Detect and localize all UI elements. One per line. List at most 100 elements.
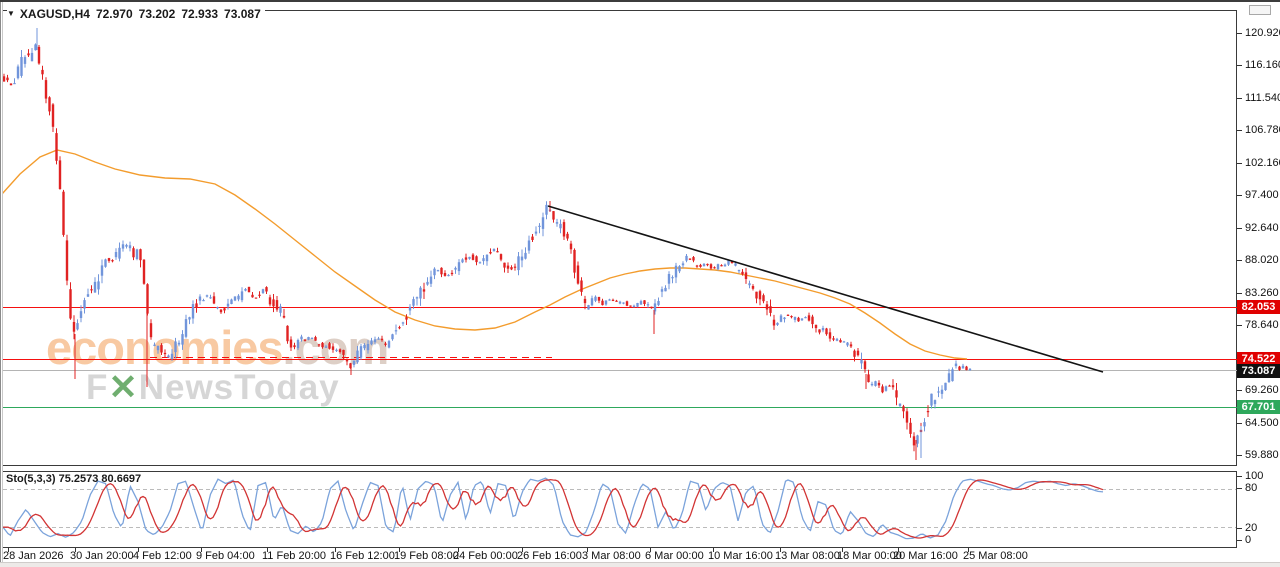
price-tick-label: 106.780 [1245,124,1280,136]
sto-tick-label: 100 [1245,470,1264,482]
sto-tick-label: 20 [1245,522,1258,534]
symbol-dropdown-arrow[interactable]: ▼ [7,9,15,18]
time-axis-label: 16 Feb 12:00 [330,550,395,562]
ohlc-close: 73.087 [224,7,261,21]
price-tick-label: 116.160 [1245,59,1280,71]
time-axis-label: 25 Mar 08:00 [963,550,1028,562]
price-tick-label: 102.160 [1245,157,1280,169]
price-badge: 82.053 [1237,300,1280,314]
time-axis-label: 4 Feb 12:00 [133,550,192,562]
time-axis-tick [267,548,268,552]
ohlc-low: 72.933 [181,7,219,21]
price-badge: 67.701 [1237,400,1280,414]
time-axis-label: 13 Mar 08:00 [775,550,840,562]
time-axis-tick [842,548,843,552]
time-axis-label: 18 Mar 00:00 [837,550,902,562]
time-axis-tick [650,548,651,552]
time-axis-tick [713,548,714,552]
price-tick-mark [1237,260,1242,261]
bottom-scrollbar-area[interactable] [0,562,1280,567]
price-tick-label: 88.020 [1245,254,1279,266]
price-tick-label: 59.880 [1245,449,1279,461]
stochastic-d-line [3,478,1104,539]
watermark-tagline-rest: NewsToday [138,368,340,407]
time-axis-label: 11 Feb 20:00 [262,550,327,562]
sto-tick-mark [1237,540,1242,541]
stochastic-k-value: 75.2573 [58,473,99,485]
time-axis-tick [138,548,139,552]
price-tick-mark [1237,33,1242,34]
candles-layer [2,43,972,452]
price-tick-mark [1237,390,1242,391]
symbol-period-label: XAGUSD,H4 [19,7,90,21]
time-axis-label: 26 Feb 16:00 [517,550,582,562]
price-tick-mark [1237,325,1242,326]
watermark-brand-text: economies [46,321,284,374]
stochastic-panel[interactable] [2,471,1237,548]
time-axis-tick [399,548,400,552]
time-axis-tick [335,548,336,552]
ohlc-open: 72.970 [95,7,133,21]
chart-shift-marker[interactable] [1249,5,1271,15]
fxnewstoday-watermark: F✕NewsToday [86,368,340,408]
price-tick-label: 97.400 [1245,189,1279,201]
sto-tick-mark [1237,488,1242,489]
time-axis-tick [458,548,459,552]
main-chart-panel[interactable] [2,10,1237,466]
price-tick-label: 111.540 [1245,92,1280,104]
time-axis-label: 3 Mar 08:00 [582,550,641,562]
price-tick-mark [1237,130,1242,131]
time-axis-tick [8,548,9,552]
descending-trendline [547,205,1104,373]
watermark-brand-suffix: .com [282,321,390,374]
time-axis-label: 9 Feb 04:00 [196,550,255,562]
watermark-x-icon: ✕ [108,368,139,407]
stochastic-label: Sto(5,3,3) 75.2573 80.6697 [6,473,141,485]
price-tick-mark [1237,423,1242,424]
price-tick-label: 83.260 [1245,287,1279,299]
time-axis-label: 6 Mar 00:00 [645,550,704,562]
time-axis-tick [587,548,588,552]
sto-tick-label: 80 [1245,482,1258,494]
price-tick-label: 64.500 [1245,417,1279,429]
time-axis-label: 19 Feb 08:00 [394,550,459,562]
price-tick-mark [1237,455,1242,456]
price-badge: 73.087 [1237,364,1280,378]
price-tick-label: 92.640 [1245,222,1279,234]
price-badge: 74.522 [1237,352,1280,366]
price-tick-mark [1237,65,1242,66]
price-tick-label: 120.920 [1245,27,1280,39]
time-axis-label: 10 Mar 16:00 [708,550,773,562]
sto-tick-mark [1237,476,1242,477]
time-axis-label: 30 Jan 20:00 [70,550,134,562]
stochastic-name: Sto(5,3,3) [6,473,56,485]
time-axis-label: 24 Feb 00:00 [453,550,518,562]
time-axis-label: 28 Jan 2026 [3,550,64,562]
price-tick-mark [1237,293,1242,294]
stochastic-d-value: 80.6697 [101,473,142,485]
price-tick-label: 78.640 [1245,319,1279,331]
time-axis-tick [75,548,76,552]
price-tick-mark [1237,195,1242,196]
moving-average-line [1,149,968,360]
price-tick-label: 69.260 [1245,384,1279,396]
stochastic-k-line [2,477,1104,540]
time-axis-tick [201,548,202,552]
price-tick-mark [1237,98,1242,99]
time-axis-tick [898,548,899,552]
window-splitter[interactable] [0,2,3,562]
sto-tick-mark [1237,528,1242,529]
time-axis-tick [968,548,969,552]
time-axis-tick [780,548,781,552]
watermark-tagline-f: F [86,368,109,407]
price-tick-mark [1237,228,1242,229]
time-axis-tick [522,548,523,552]
price-tick-mark [1237,163,1242,164]
sto-tick-label: 0 [1245,534,1252,546]
